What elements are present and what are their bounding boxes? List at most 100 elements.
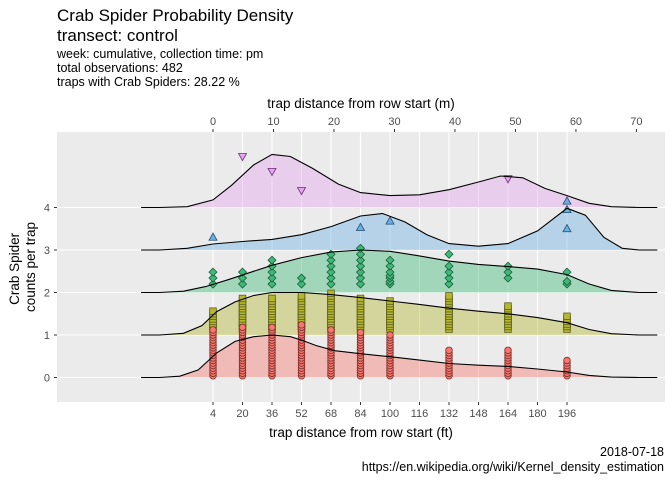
y-tick-label: 3 (44, 245, 50, 257)
data-point-2 (355, 279, 366, 289)
data-point-0 (563, 356, 571, 365)
data-point-0 (386, 331, 394, 339)
data-point-1 (268, 294, 276, 303)
data-point-1 (356, 294, 365, 303)
data-point-1 (327, 289, 335, 298)
data-point-0 (297, 321, 306, 329)
data-point-2 (355, 261, 366, 271)
x-tick-label-bottom: 4 (210, 408, 216, 420)
data-point-2 (355, 249, 366, 259)
y-tick-label: 0 (44, 373, 50, 385)
data-point-2 (267, 273, 277, 283)
subtitle-traps: traps with Crab Spiders: 28.22 % (57, 75, 240, 89)
x-tick-label-bottom: 164 (499, 408, 517, 420)
x-tick-label-bottom: 52 (295, 408, 307, 420)
data-point-2 (326, 273, 336, 283)
x-tick-label-top: 0 (210, 116, 216, 128)
chart-title: Crab Spider Probability Density (57, 6, 294, 25)
density-ridges (141, 153, 658, 380)
x-tick-label-bottom: 68 (325, 408, 337, 420)
x-tick-label-top: 40 (449, 116, 461, 128)
y-axis-title-line2: counts per trap (23, 222, 38, 312)
data-point-2 (208, 267, 218, 277)
y-axis-title-line1: Crab Spider (7, 232, 22, 305)
data-point-2 (503, 267, 513, 277)
data-point-0 (504, 346, 512, 354)
data-point-2 (267, 255, 277, 265)
ridge-4 (141, 153, 658, 209)
subtitle-week: week: cumulative, collection time: pm (57, 47, 264, 61)
data-point-2 (237, 279, 248, 289)
data-point-2 (444, 279, 454, 289)
data-point-2 (385, 261, 395, 271)
data-point-3 (562, 196, 572, 205)
data-point-4 (503, 175, 513, 184)
density-line-2 (141, 249, 658, 294)
x-tick-label-bottom: 196 (558, 408, 576, 420)
data-point-3 (385, 216, 395, 225)
data-point-2 (385, 267, 395, 277)
data-point-4 (296, 187, 307, 196)
data-point-2 (326, 261, 336, 271)
x-axis-title-bottom: trap distance from row start (ft) (269, 425, 453, 440)
y-axis-title: Crab Spider counts per trap (7, 222, 38, 312)
x-tick-label-bottom: 36 (266, 408, 278, 420)
data-point-2 (444, 261, 454, 271)
data-point-1 (563, 312, 571, 320)
data-point-2 (326, 267, 336, 277)
density-line-0 (141, 334, 658, 379)
density-area-4 (141, 154, 658, 208)
subtitle-observations: total observations: 482 (57, 61, 183, 75)
data-point-2 (296, 279, 307, 289)
x-tick-label-top: 10 (267, 116, 279, 128)
y-tick-label: 1 (44, 330, 50, 342)
data-point-0 (209, 326, 217, 334)
x-tick-label-top: 70 (630, 116, 642, 128)
data-point-0 (268, 323, 276, 332)
footer-source: https://en.wikipedia.org/wiki/Kernel_den… (361, 460, 664, 474)
ridge-0 (141, 321, 658, 380)
data-point-2 (355, 267, 366, 277)
data-point-2 (562, 276, 572, 287)
ridge-2 (141, 243, 658, 294)
x-tick-label-bottom: 180 (528, 408, 546, 420)
x-axis-title-top: trap distance from row start (m) (267, 96, 455, 111)
data-point-2 (326, 279, 336, 289)
data-point-2 (267, 279, 277, 289)
footer-date: 2018-07-18 (600, 445, 664, 459)
data-point-2 (267, 267, 277, 277)
ridge-3 (141, 196, 658, 251)
chart-subtitle-transect: transect: control (57, 26, 178, 45)
data-point-2 (444, 267, 454, 277)
data-point-2 (444, 273, 454, 283)
y-tick-label: 4 (44, 203, 50, 215)
data-point-3 (562, 223, 572, 233)
data-point-1 (297, 292, 306, 300)
data-point-2 (208, 273, 218, 283)
data-point-0 (445, 346, 453, 354)
y-tick-label: 2 (44, 288, 50, 300)
data-point-2 (355, 273, 366, 283)
density-line-1 (141, 291, 658, 336)
data-point-3 (355, 222, 366, 231)
data-point-1 (445, 292, 453, 300)
data-point-4 (237, 153, 248, 162)
data-point-2 (444, 249, 454, 259)
x-tick-label-top: 20 (328, 116, 340, 128)
data-point-4 (267, 167, 277, 177)
data-point-0 (238, 323, 247, 332)
density-line-4 (141, 153, 658, 209)
data-point-2 (503, 273, 513, 283)
data-point-3 (208, 232, 218, 241)
data-point-2 (326, 255, 336, 265)
data-point-0 (356, 328, 365, 337)
x-tick-label-bottom: 116 (411, 408, 429, 420)
x-tick-label-bottom: 100 (381, 408, 399, 420)
x-tick-label-top: 50 (509, 116, 521, 128)
x-tick-label-bottom: 148 (469, 408, 487, 420)
x-tick-label-bottom: 84 (354, 408, 366, 420)
x-tick-label-bottom: 132 (440, 408, 458, 420)
density-line-3 (141, 207, 658, 251)
data-point-0 (327, 326, 335, 334)
